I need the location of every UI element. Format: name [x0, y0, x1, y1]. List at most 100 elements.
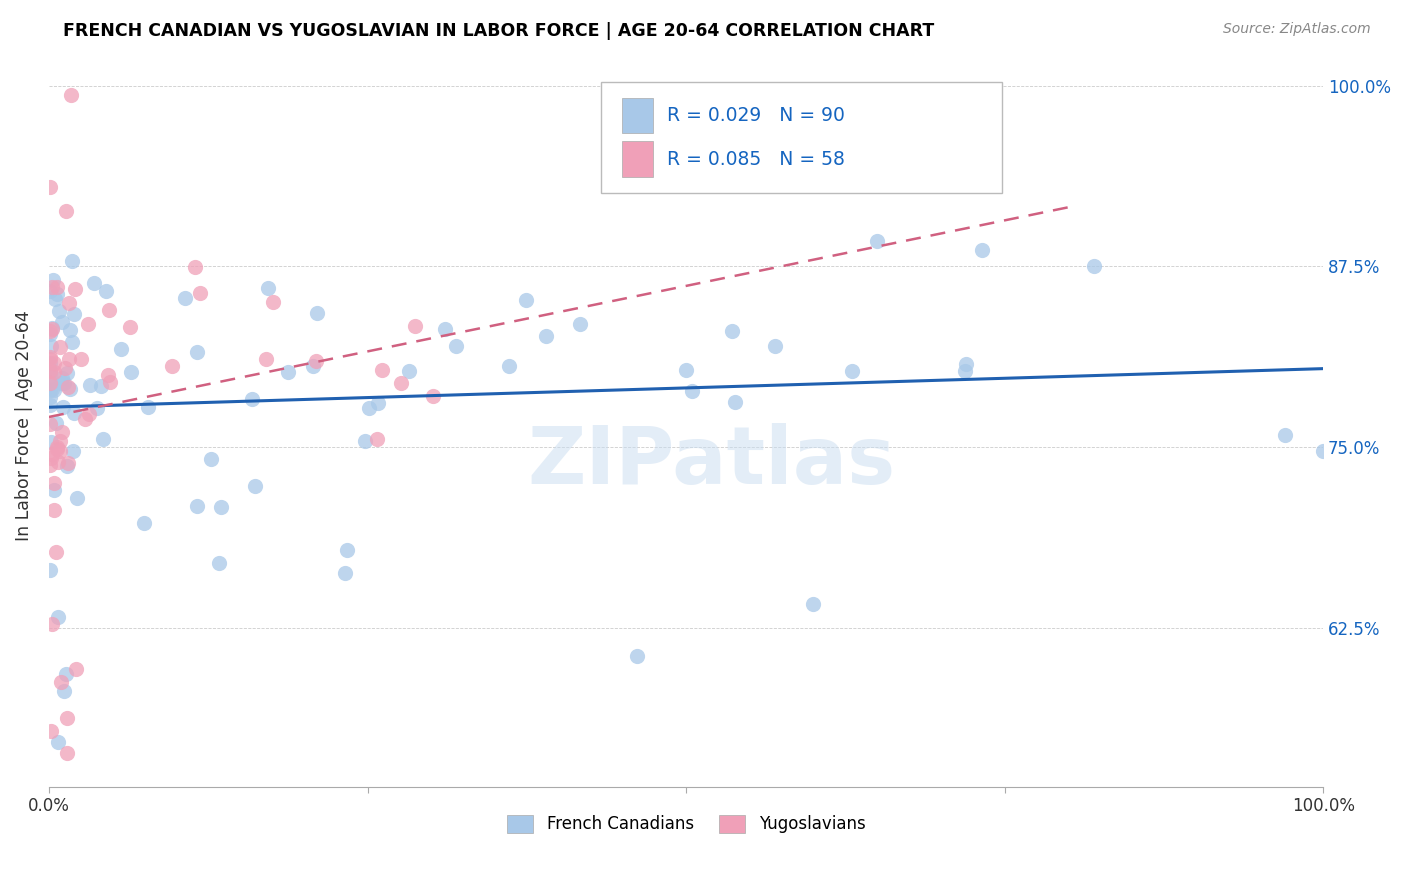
- Point: [58, 351, 80, 366]
- Point: [724, 395, 747, 409]
- Point: [498, 359, 520, 374]
- Point: [41, 382, 63, 396]
- Point: [39, 356, 62, 370]
- Point: [41, 321, 63, 335]
- Point: [63, 406, 86, 420]
- Point: [354, 434, 377, 449]
- Point: [65, 662, 87, 676]
- Point: [39, 351, 62, 366]
- Point: [240, 392, 263, 406]
- Point: [866, 234, 889, 248]
- Point: [49, 434, 72, 448]
- Point: [41, 435, 63, 450]
- Point: [186, 345, 208, 359]
- Point: [73, 412, 96, 426]
- Point: [41, 447, 63, 461]
- Point: [955, 357, 977, 371]
- Point: [49, 674, 72, 689]
- Point: [569, 317, 592, 331]
- Text: R = 0.029   N = 90: R = 0.029 N = 90: [666, 106, 845, 125]
- Point: [48, 455, 70, 469]
- Point: [39, 383, 62, 397]
- Point: [39, 724, 62, 739]
- Point: [336, 542, 359, 557]
- Point: [49, 443, 72, 458]
- Point: [60, 87, 83, 102]
- Point: [42, 483, 65, 497]
- Point: [52, 401, 75, 415]
- Point: [39, 364, 62, 378]
- Point: [1083, 260, 1105, 274]
- Point: [46, 440, 69, 454]
- Point: [70, 351, 93, 366]
- Point: [58, 295, 80, 310]
- Point: [46, 610, 69, 624]
- Point: [333, 566, 356, 580]
- Point: [59, 382, 82, 396]
- Point: [94, 284, 117, 298]
- Point: [86, 401, 108, 416]
- Point: [305, 306, 328, 320]
- Point: [39, 284, 62, 298]
- Point: [39, 361, 62, 376]
- Point: [422, 389, 444, 403]
- Point: [83, 277, 105, 291]
- Point: [302, 359, 325, 374]
- Point: [98, 303, 121, 318]
- Point: [51, 425, 73, 440]
- Point: [132, 516, 155, 531]
- Point: [41, 322, 63, 336]
- Point: [45, 442, 67, 456]
- Point: [51, 315, 73, 329]
- Point: [55, 666, 77, 681]
- Point: [56, 458, 79, 473]
- Point: [55, 711, 77, 725]
- Point: [39, 398, 62, 412]
- Point: [389, 376, 412, 391]
- Point: [79, 378, 101, 392]
- Point: [41, 339, 63, 353]
- Point: [404, 319, 426, 334]
- Point: [200, 452, 222, 467]
- Point: [39, 324, 62, 338]
- Point: [46, 280, 69, 294]
- Point: [45, 545, 67, 559]
- Point: [76, 317, 98, 331]
- Point: [39, 369, 62, 384]
- Point: [41, 279, 63, 293]
- Text: ZIPatlas: ZIPatlas: [527, 423, 896, 500]
- Point: [42, 503, 65, 517]
- Text: FRENCH CANADIAN VS YUGOSLAVIAN IN LABOR FORCE | AGE 20-64 CORRELATION CHART: FRENCH CANADIAN VS YUGOSLAVIAN IN LABOR …: [63, 22, 935, 40]
- Point: [66, 491, 89, 505]
- Point: [359, 401, 381, 415]
- Text: Source: ZipAtlas.com: Source: ZipAtlas.com: [1223, 22, 1371, 37]
- Point: [53, 361, 76, 376]
- Point: [174, 291, 197, 305]
- Point: [136, 400, 159, 414]
- Point: [45, 416, 67, 430]
- Point: [42, 356, 65, 370]
- Point: [626, 648, 648, 663]
- Point: [720, 324, 742, 338]
- Point: [77, 408, 100, 422]
- Point: [257, 281, 280, 295]
- Point: [277, 365, 299, 379]
- Point: [55, 746, 77, 760]
- Point: [56, 366, 79, 380]
- Point: [41, 273, 63, 287]
- Point: [39, 326, 62, 341]
- Point: [39, 375, 62, 389]
- Point: [515, 293, 537, 307]
- Point: [110, 342, 132, 356]
- Point: [48, 304, 70, 318]
- Point: [803, 597, 825, 611]
- Point: [39, 564, 62, 578]
- Point: [188, 286, 211, 301]
- Y-axis label: In Labor Force | Age 20-64: In Labor Force | Age 20-64: [15, 310, 32, 541]
- Point: [90, 379, 112, 393]
- Point: [444, 339, 467, 353]
- Point: [953, 363, 976, 377]
- Text: R = 0.085   N = 58: R = 0.085 N = 58: [666, 150, 845, 169]
- Point: [60, 254, 83, 268]
- Point: [120, 365, 142, 379]
